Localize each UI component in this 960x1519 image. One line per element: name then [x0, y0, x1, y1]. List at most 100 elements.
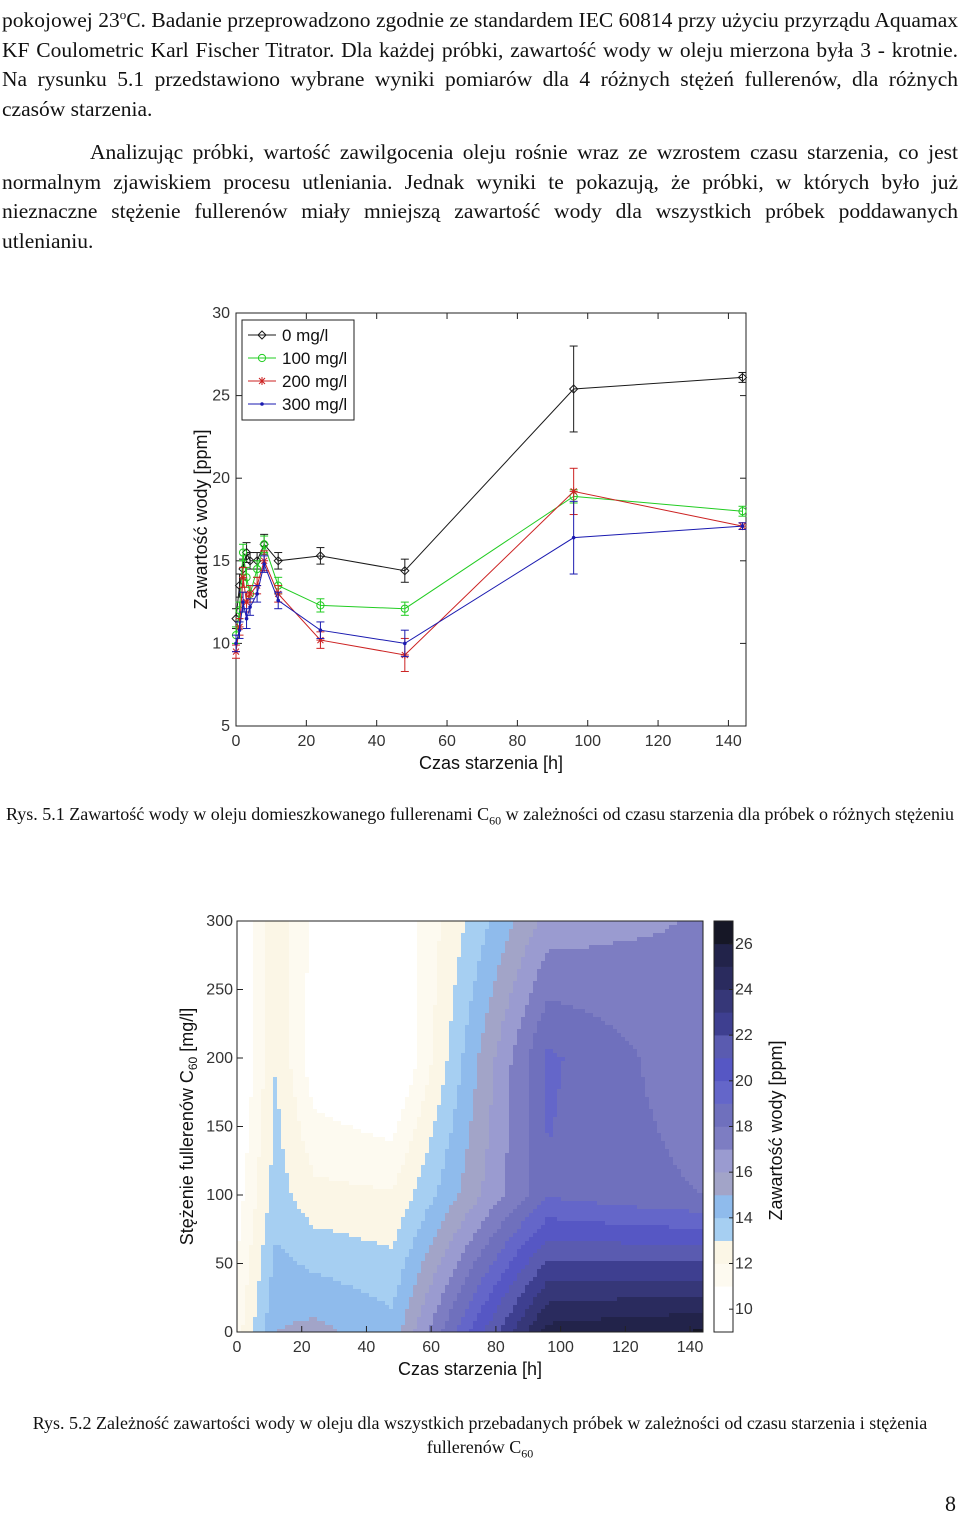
- contour-cell: [265, 1057, 270, 1062]
- contour-cell: [293, 977, 298, 982]
- contour-cell: [265, 949, 270, 954]
- contour-cell: [445, 933, 450, 938]
- contour-cell: [665, 937, 670, 942]
- contour-cell: [493, 969, 498, 974]
- contour-cell: [517, 1073, 522, 1078]
- contour-cell: [273, 1077, 278, 1082]
- contour-cell: [397, 1033, 402, 1038]
- contour-cell: [249, 1073, 254, 1078]
- contour-cell: [541, 1049, 546, 1054]
- contour-cell: [449, 925, 454, 930]
- contour-cell: [697, 1041, 702, 1046]
- contour-cell: [557, 1069, 562, 1074]
- contour-cell: [433, 977, 438, 982]
- contour-cell: [549, 1061, 554, 1066]
- contour-cell: [421, 1001, 426, 1006]
- contour-cell: [389, 1077, 394, 1082]
- contour-cell: [357, 1005, 362, 1010]
- contour-cell: [417, 945, 422, 950]
- contour-cell: [433, 1033, 438, 1038]
- contour-cell: [605, 1001, 610, 1006]
- contour-cell: [281, 1061, 286, 1066]
- contour-cell: [493, 1057, 498, 1062]
- contour-cell: [409, 921, 414, 926]
- contour-cell: [601, 953, 606, 958]
- contour-cell: [289, 921, 294, 926]
- contour-cell: [281, 1033, 286, 1038]
- contour-cell: [405, 997, 410, 1002]
- contour-cell: [573, 1013, 578, 1018]
- contour-cell: [625, 937, 630, 942]
- contour-cell: [381, 933, 386, 938]
- contour-cell: [645, 1065, 650, 1070]
- contour-cell: [621, 993, 626, 998]
- contour-cell: [253, 981, 258, 986]
- contour-cell: [501, 1041, 506, 1046]
- contour-cell: [677, 985, 682, 990]
- contour-cell: [261, 941, 266, 946]
- contour-cell: [377, 929, 382, 934]
- contour-cell: [669, 945, 674, 950]
- contour-cell: [533, 1065, 538, 1070]
- contour-cell: [433, 1029, 438, 1034]
- contour-cell: [565, 929, 570, 934]
- contour-cell: [333, 1013, 338, 1018]
- contour-cell: [529, 1053, 534, 1058]
- contour-cell: [313, 941, 318, 946]
- contour-cell: [369, 1065, 374, 1070]
- contour-cell: [277, 1081, 282, 1086]
- contour-cell: [609, 1041, 614, 1046]
- contour-cell: [645, 993, 650, 998]
- contour-cell: [465, 1065, 470, 1070]
- contour-cell: [285, 969, 290, 974]
- contour-cell: [613, 1021, 618, 1026]
- contour-cell: [257, 1077, 262, 1082]
- contour-cell: [689, 977, 694, 982]
- contour-cell: [681, 937, 686, 942]
- contour-cell: [353, 1041, 358, 1046]
- contour-cell: [557, 1041, 562, 1046]
- contour-cell: [613, 1049, 618, 1054]
- contour-cell: [361, 977, 366, 982]
- contour-cell: [525, 1053, 530, 1058]
- contour-cell: [589, 1057, 594, 1062]
- contour-cell: [337, 1045, 342, 1050]
- contour-cell: [597, 945, 602, 950]
- contour-cell: [581, 925, 586, 930]
- contour-cell: [277, 929, 282, 934]
- contour-cell: [433, 945, 438, 950]
- contour-cell: [697, 1013, 702, 1018]
- contour-cell: [625, 1069, 630, 1074]
- contour-cell: [513, 969, 518, 974]
- contour-cell: [669, 1077, 674, 1082]
- contour-cell: [325, 945, 330, 950]
- contour-cell: [521, 969, 526, 974]
- contour-cell: [293, 1033, 298, 1038]
- contour-cell: [525, 1041, 530, 1046]
- contour-cell: [557, 993, 562, 998]
- contour-cell: [397, 929, 402, 934]
- contour-cell: [633, 977, 638, 982]
- contour-cell: [337, 1049, 342, 1054]
- contour-cell: [685, 1045, 690, 1050]
- contour-cell: [529, 925, 534, 930]
- contour-cell: [465, 1025, 470, 1030]
- contour-cell: [421, 1025, 426, 1030]
- contour-cell: [469, 981, 474, 986]
- contour-cell: [473, 1057, 478, 1062]
- contour-cell: [681, 981, 686, 986]
- contour-cell: [641, 977, 646, 982]
- contour-cell: [553, 973, 558, 978]
- contour-cell: [429, 1001, 434, 1006]
- contour-cell: [361, 1069, 366, 1074]
- contour-cell: [389, 973, 394, 978]
- contour-cell: [241, 953, 246, 958]
- contour-cell: [501, 1069, 506, 1074]
- contour-cell: [529, 957, 534, 962]
- contour-cell: [337, 945, 342, 950]
- contour-cell: [249, 1041, 254, 1046]
- contour-cell: [565, 981, 570, 986]
- contour-cell: [429, 997, 434, 1002]
- contour-cell: [565, 945, 570, 950]
- contour-cell: [677, 1049, 682, 1054]
